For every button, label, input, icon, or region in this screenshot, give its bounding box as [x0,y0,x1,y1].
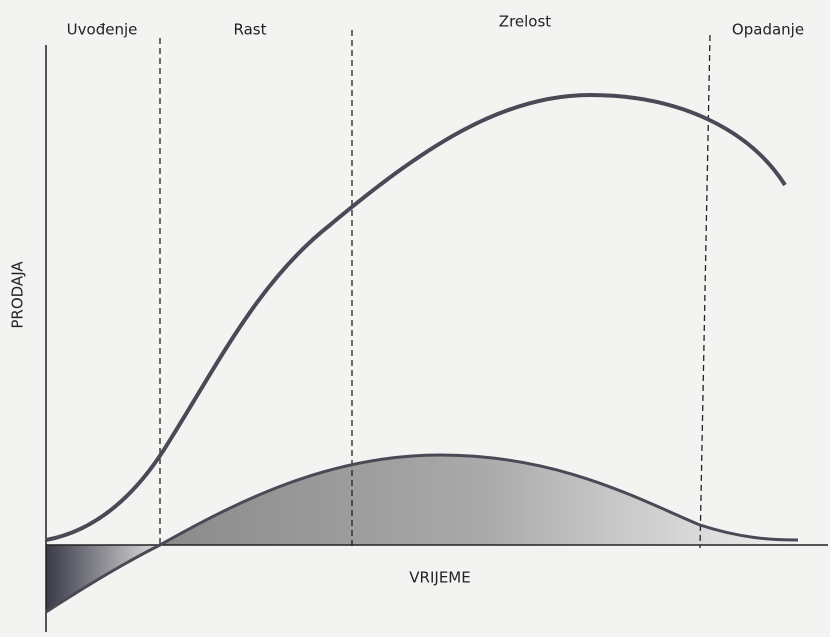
stage-label: Rast [234,21,267,39]
loss-area [46,545,160,612]
y-axis-label: PRODAJA [9,261,27,329]
stage-label: Opadanje [732,21,804,39]
sales-curve [45,92,787,542]
stage-label: Uvođenje [67,21,138,39]
stage-label: Zrelost [499,13,552,31]
profit-area [160,455,798,545]
x-axis-label: VRIJEME [409,569,470,587]
stage-divider [699,34,711,549]
profit-curve [45,453,799,614]
